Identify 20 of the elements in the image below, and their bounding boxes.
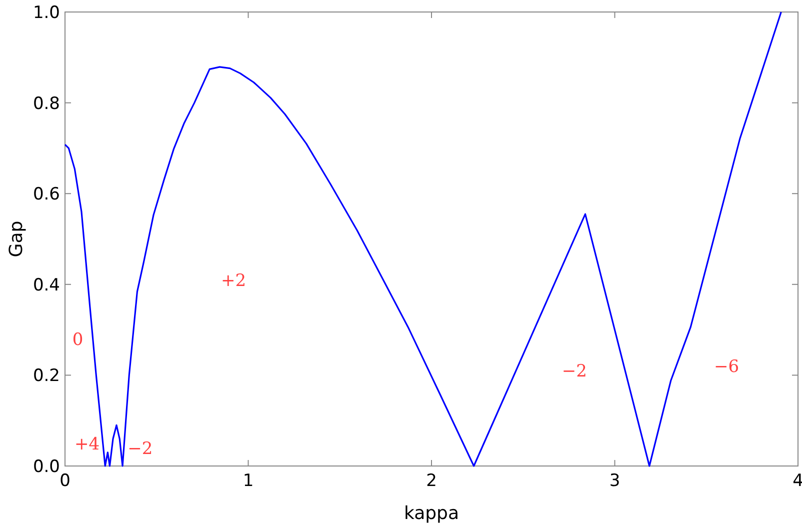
- annotation: +2: [221, 270, 246, 291]
- x-tick-label: 4: [792, 471, 802, 491]
- line-series: [64, 11, 782, 467]
- annotation: 0: [72, 330, 84, 350]
- annotation: −2: [562, 362, 587, 382]
- y-tick-label: 1.0: [32, 2, 60, 23]
- y-tick-label: 0.0: [32, 456, 60, 477]
- x-tick-label: 1: [242, 471, 254, 491]
- y-tick-label: 0.2: [32, 366, 60, 386]
- y-tick-label: 0.6: [32, 184, 60, 205]
- y-tick-label: 0.8: [32, 94, 60, 114]
- annotation: −6: [714, 357, 740, 378]
- x-tick-label: 0: [60, 471, 70, 491]
- x-tick-label: 2: [426, 471, 437, 491]
- y-axis-title: Gap: [6, 220, 27, 258]
- annotation: +4: [74, 434, 100, 454]
- x-axis-title: kappa: [404, 503, 460, 524]
- x-tick-label: 3: [609, 471, 620, 491]
- annotation: −2: [128, 438, 153, 459]
- y-tick-label: 0.4: [32, 275, 60, 296]
